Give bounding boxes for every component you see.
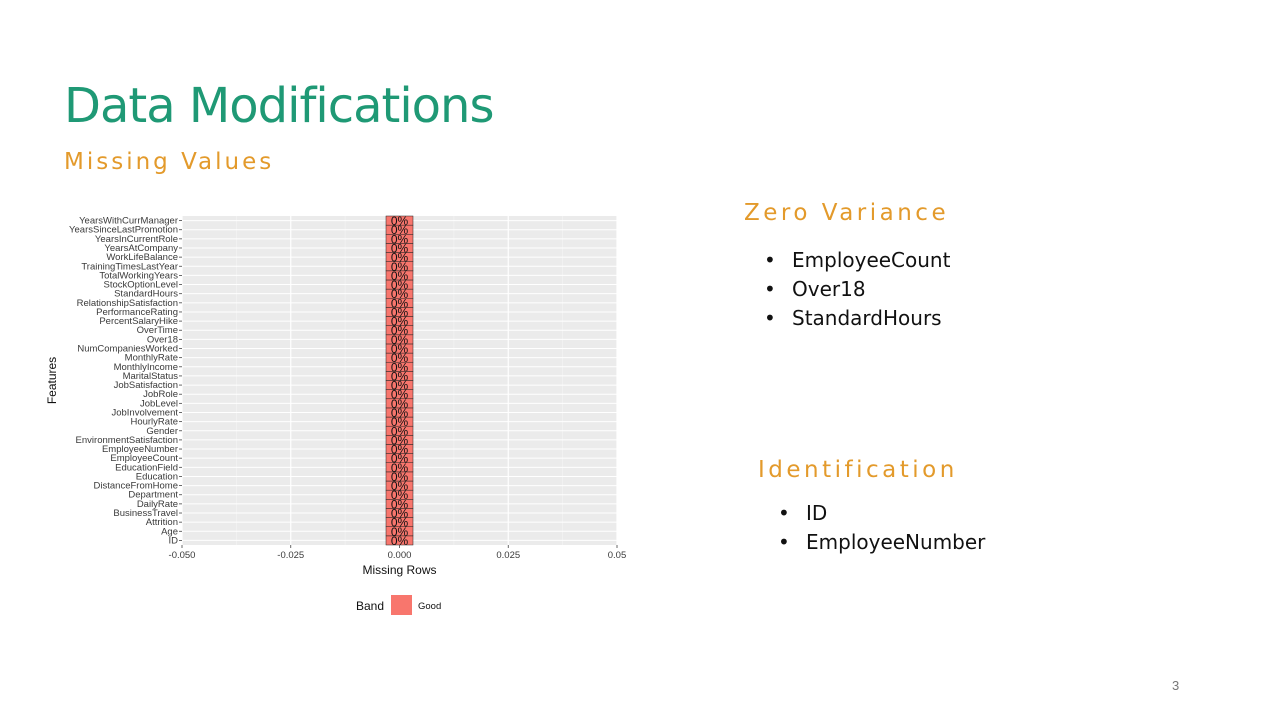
- bar-value-label: 0%: [391, 287, 409, 301]
- legend-title: Band: [356, 599, 384, 613]
- y-tick-label: RelationshipSatisfaction: [77, 298, 178, 309]
- bar-value-label: 0%: [391, 525, 409, 539]
- bar-value-label: 0%: [391, 369, 409, 383]
- y-tick-label: OverTime: [137, 325, 178, 336]
- y-tick-label: Department: [128, 490, 178, 501]
- bar-value-label: 0%: [391, 507, 409, 521]
- bar-value-label: 0%: [391, 315, 409, 329]
- y-tick-label: EducationField: [115, 462, 178, 473]
- bar-value-label: 0%: [391, 342, 409, 356]
- y-tick-label: DistanceFromHome: [94, 481, 178, 492]
- bar-value-label: 0%: [391, 488, 409, 502]
- y-tick-label: StandardHours: [114, 289, 178, 300]
- bar-value-label: 0%: [391, 443, 409, 457]
- bar-value-label: 0%: [391, 479, 409, 493]
- zero-variance-list: EmployeeCountOver18StandardHours: [762, 246, 950, 333]
- y-tick-label: WorkLifeBalance: [106, 252, 178, 263]
- x-tick-label: -0.050: [169, 550, 196, 561]
- missing-values-chart: 0%0%0%0%0%0%0%0%0%0%0%0%0%0%0%0%0%0%0%0%…: [45, 214, 627, 615]
- x-tick-label: 0.025: [496, 550, 520, 561]
- bar-value-label: 0%: [391, 379, 409, 393]
- y-tick-label: JobInvolvement: [111, 407, 178, 418]
- y-tick-label: TotalWorkingYears: [99, 270, 178, 281]
- identification-heading: Identification: [758, 457, 958, 483]
- x-axis-title: Missing Rows: [362, 563, 436, 577]
- y-tick-label: YearsInCurrentRole: [95, 234, 178, 245]
- identification-item: ID: [776, 499, 985, 528]
- y-tick-label: JobRole: [143, 389, 178, 400]
- bar-value-label: 0%: [391, 296, 409, 310]
- bar-value-label: 0%: [391, 452, 409, 466]
- y-tick-label: YearsSinceLastPromotion: [69, 225, 178, 236]
- zero-variance-item: StandardHours: [762, 304, 950, 333]
- bar-yearswithcurrmanager: [385, 215, 414, 226]
- y-tick-label: ID: [169, 535, 179, 546]
- bar-value-label: 0%: [391, 223, 409, 237]
- zero-variance-item: EmployeeCount: [762, 246, 950, 275]
- bar-value-label: 0%: [391, 461, 409, 475]
- y-tick-label: HourlyRate: [130, 417, 178, 428]
- y-tick-label: EmployeeNumber: [102, 444, 178, 455]
- slide-title: Data Modifications: [64, 78, 494, 134]
- y-tick-label: NumCompaniesWorked: [77, 344, 178, 355]
- y-tick-label: Gender: [146, 426, 178, 437]
- bar-value-label: 0%: [391, 433, 409, 447]
- y-tick-label: Attrition: [146, 517, 178, 528]
- y-tick-label: YearsWithCurrManager: [79, 216, 178, 227]
- y-tick-label: Age: [161, 526, 178, 537]
- x-tick-label: -0.025: [277, 550, 304, 561]
- bar-value-label: 0%: [391, 324, 409, 338]
- bar-value-label: 0%: [391, 232, 409, 246]
- legend-label: Good: [418, 601, 441, 612]
- bar-value-label: 0%: [391, 497, 409, 511]
- bar-value-label: 0%: [391, 241, 409, 255]
- slide-subtitle: Missing Values: [64, 149, 275, 175]
- y-tick-label: JobSatisfaction: [114, 380, 178, 391]
- bar-value-label: 0%: [391, 424, 409, 438]
- y-tick-label: PerformanceRating: [96, 307, 178, 318]
- bar-value-label: 0%: [391, 406, 409, 420]
- y-tick-label: TrainingTimesLastYear: [81, 261, 178, 272]
- y-tick-label: Over18: [147, 334, 178, 345]
- bar-value-label: 0%: [391, 516, 409, 530]
- bar-value-label: 0%: [391, 388, 409, 402]
- page-number: 3: [1172, 678, 1180, 693]
- y-tick-label: MonthlyIncome: [114, 362, 178, 373]
- bar-value-label: 0%: [391, 360, 409, 374]
- bar-value-label: 0%: [391, 214, 409, 228]
- identification-item: EmployeeNumber: [776, 528, 985, 557]
- bar-value-label: 0%: [391, 278, 409, 292]
- y-tick-label: YearsAtCompany: [104, 243, 178, 254]
- bar-value-label: 0%: [391, 260, 409, 274]
- legend-swatch: [391, 595, 412, 615]
- zero-variance-heading: Zero Variance: [744, 200, 950, 226]
- y-tick-label: StockOptionLevel: [104, 280, 178, 291]
- x-tick-label: 0.000: [388, 550, 412, 561]
- y-tick-label: Education: [136, 471, 178, 482]
- bar-value-label: 0%: [391, 251, 409, 265]
- x-tick-label: 0.05: [608, 550, 627, 561]
- y-tick-label: EmployeeCount: [110, 453, 178, 464]
- y-tick-label: JobLevel: [140, 398, 178, 409]
- bar-value-label: 0%: [391, 305, 409, 319]
- y-tick-label: PercentSalaryHike: [99, 316, 178, 327]
- bar-value-label: 0%: [391, 351, 409, 365]
- bar-value-label: 0%: [391, 534, 409, 548]
- identification-list: IDEmployeeNumber: [776, 499, 985, 557]
- y-tick-label: BusinessTravel: [113, 508, 178, 519]
- y-tick-label: EnvironmentSatisfaction: [76, 435, 178, 446]
- zero-variance-item: Over18: [762, 275, 950, 304]
- y-tick-label: DailyRate: [137, 499, 178, 510]
- y-tick-label: MonthlyRate: [125, 353, 178, 364]
- bar-value-label: 0%: [391, 415, 409, 429]
- bar-value-label: 0%: [391, 269, 409, 283]
- y-axis-title: Features: [45, 357, 59, 404]
- bar-value-label: 0%: [391, 333, 409, 347]
- bar-value-label: 0%: [391, 470, 409, 484]
- y-tick-label: MaritalStatus: [123, 371, 179, 382]
- bar-value-label: 0%: [391, 397, 409, 411]
